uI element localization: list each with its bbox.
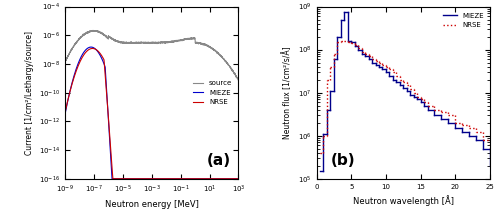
MIEZE (62, 113, 68, 116)
Y-axis label: Neutron flux [1/cm²/s/Å]: Neutron flux [1/cm²/s/Å] (282, 46, 292, 139)
source (90, 29, 96, 32)
NRSE (90, 47, 96, 50)
MIEZE (199, 177, 205, 180)
Text: (b): (b) (330, 153, 355, 168)
Text: (a): (a) (207, 153, 232, 168)
source (230, 71, 236, 73)
source (230, 71, 236, 73)
Line: source: source (65, 30, 238, 80)
Line: NRSE: NRSE (65, 48, 238, 179)
NRSE (146, 177, 152, 180)
NRSE (110, 177, 116, 180)
NRSE (142, 177, 148, 180)
Line: MIEZE: MIEZE (65, 47, 238, 179)
Legend: MIEZE, NRSE: MIEZE, NRSE (440, 10, 486, 31)
source (198, 42, 204, 45)
MIEZE (236, 177, 242, 180)
source (142, 41, 148, 44)
MIEZE (230, 177, 236, 180)
source (62, 61, 68, 63)
NRSE (199, 177, 205, 180)
Y-axis label: Current [1/cm²/Lethargy/source]: Current [1/cm²/Lethargy/source] (24, 31, 34, 155)
MIEZE (142, 177, 148, 180)
NRSE (230, 177, 236, 180)
source (71, 45, 77, 47)
MIEZE (71, 75, 77, 78)
source (236, 79, 242, 82)
MIEZE (230, 177, 236, 180)
X-axis label: Neutron energy [MeV]: Neutron energy [MeV] (105, 201, 198, 209)
MIEZE (146, 177, 152, 180)
NRSE (62, 111, 68, 114)
source (146, 42, 152, 44)
MIEZE (109, 177, 115, 180)
NRSE (71, 77, 77, 79)
X-axis label: Neutron wavelength [Å]: Neutron wavelength [Å] (353, 195, 454, 206)
Legend: source, MIEZE, NRSE: source, MIEZE, NRSE (190, 77, 235, 108)
NRSE (230, 177, 236, 180)
NRSE (236, 177, 242, 180)
MIEZE (88, 46, 94, 48)
